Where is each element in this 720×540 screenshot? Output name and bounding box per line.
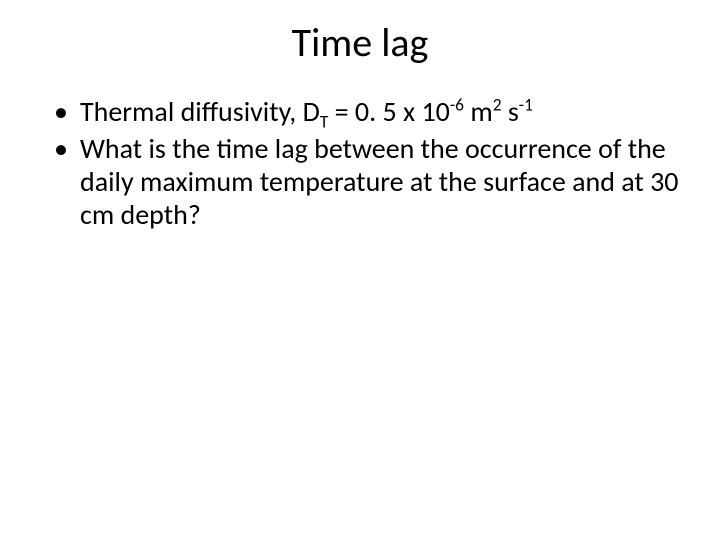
slide-title: Time lag [0, 18, 720, 67]
bullet-text: Thermal diffusivity, D [80, 94, 320, 129]
slide-body: Thermal diffusivity, DT = 0. 5 x 10-6 m2… [0, 95, 720, 231]
bullet-text: What is the time lag between the occurre… [80, 131, 679, 232]
bullet-text: s [502, 94, 519, 129]
superscript: -6 [450, 94, 464, 116]
superscript: -1 [519, 94, 533, 116]
bullet-text: m [464, 94, 493, 129]
bullet-item: Thermal diffusivity, DT = 0. 5 x 10-6 m2… [54, 95, 690, 128]
bullet-item: What is the time lag between the occurre… [54, 132, 690, 231]
bullet-text: = 0. 5 x 10 [328, 94, 450, 129]
superscript: 2 [493, 94, 502, 116]
bullet-list: Thermal diffusivity, DT = 0. 5 x 10-6 m2… [54, 95, 690, 231]
slide: Time lag Thermal diffusivity, DT = 0. 5 … [0, 0, 720, 540]
